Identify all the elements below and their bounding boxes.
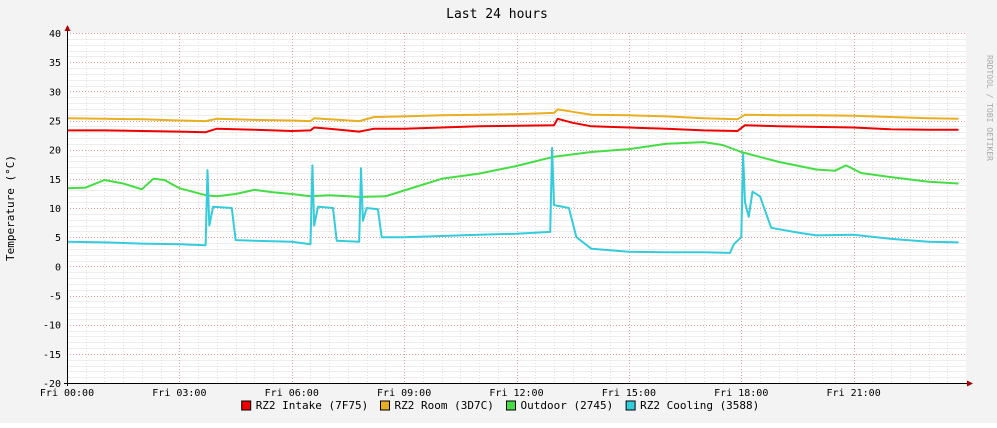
legend-label-3: RZ2 Cooling (3588) xyxy=(640,399,759,412)
legend: RZ2 Intake (7F75) RZ2 Room (3D7C) Outdoor … xyxy=(241,399,759,412)
x-tick-label: Fri 18:00 xyxy=(714,388,768,399)
plot-area xyxy=(67,33,966,383)
legend-label-1: RZ2 Room (3D7C) xyxy=(395,399,494,412)
y-tick-label: -5 xyxy=(49,292,61,303)
series-line-0 xyxy=(67,117,959,134)
y-tick-label: -10 xyxy=(43,321,61,332)
series-line-3 xyxy=(66,146,959,254)
series-line-2 xyxy=(66,141,959,198)
y-tick-label: 20 xyxy=(49,146,61,157)
y-tick-label: 35 xyxy=(49,58,61,69)
legend-label-2: Outdoor (2745) xyxy=(521,399,614,412)
y-tick-label: 10 xyxy=(49,204,61,215)
legend-label-0: RZ2 Intake (7F75) xyxy=(256,399,369,412)
x-tick-label: Fri 12:00 xyxy=(489,388,543,399)
chart-title: Last 24 hours xyxy=(446,7,548,22)
x-tick-label: Fri 06:00 xyxy=(265,388,319,399)
y-tick-label: 0 xyxy=(55,262,61,273)
legend-swatch-3 xyxy=(625,400,636,411)
x-tick-label: Fri 03:00 xyxy=(152,388,206,399)
series-lines xyxy=(66,108,959,254)
y-tick-label: 5 xyxy=(55,233,61,244)
y-tick-label: 25 xyxy=(49,117,61,128)
y-tick-label: 30 xyxy=(49,87,61,98)
rrdtool-watermark: RRDTOOL / TOBI OETIKER xyxy=(985,55,994,161)
x-tick-label: Fri 09:00 xyxy=(377,388,431,399)
y-axis-label: Temperature (°C) xyxy=(4,155,17,261)
y-tick-label: 40 xyxy=(49,29,61,40)
y-tick-label: 15 xyxy=(49,175,61,186)
x-axis-arrow xyxy=(967,380,973,387)
y-tick-label: -20 xyxy=(43,379,61,390)
series-line-1 xyxy=(66,108,959,123)
legend-swatch-2 xyxy=(506,400,516,411)
x-tick-label: Fri 15:00 xyxy=(602,388,656,399)
legend-swatch-0 xyxy=(241,400,252,411)
legend-swatch-1 xyxy=(380,400,390,411)
x-tick-label: Fri 00:00 xyxy=(40,388,94,399)
y-tick-label: -15 xyxy=(43,350,61,361)
x-tick-label: Fri 21:00 xyxy=(827,388,881,399)
y-axis-arrow xyxy=(64,25,71,31)
axes xyxy=(64,25,973,387)
